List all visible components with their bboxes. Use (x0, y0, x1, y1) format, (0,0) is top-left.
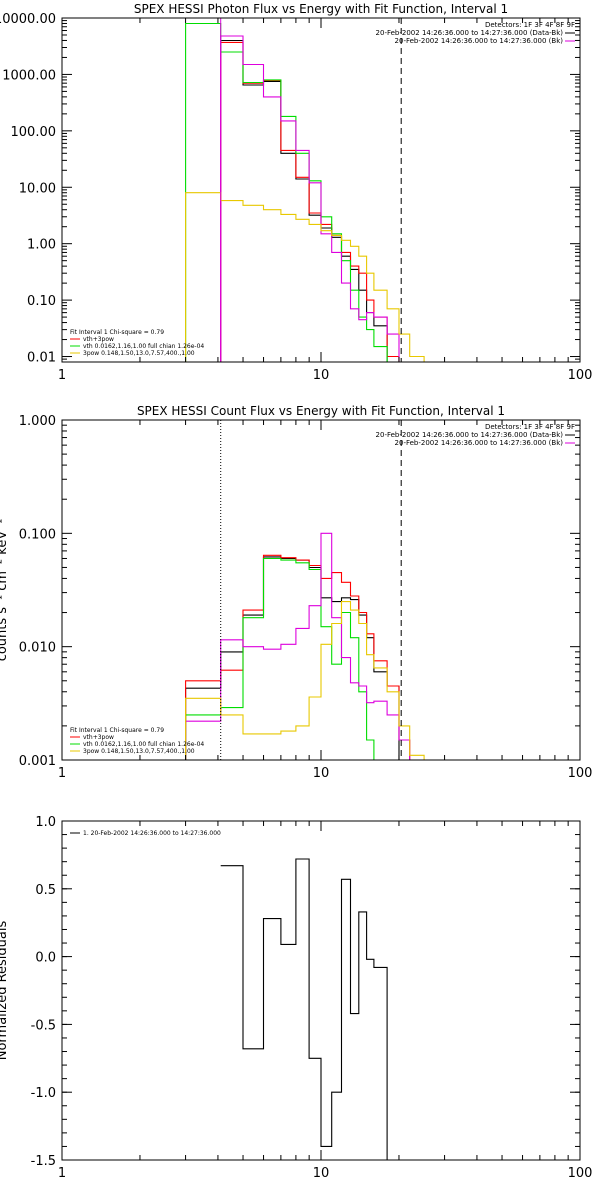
y-tick-label: 1000.00 (2, 68, 56, 83)
series-line-0 (220, 39, 388, 362)
y-axis-label: counts s⁻¹ cm⁻² keV⁻¹ (0, 519, 10, 662)
legend: 1. 20-Feb-2002 14:26:36.000 to 14:27:36.… (70, 830, 221, 837)
y-tick-label: 0.5 (35, 883, 56, 898)
series-line-0 (220, 858, 402, 1160)
chart-title: SPEX HESSI Count Flux vs Energy with Fit… (137, 404, 505, 418)
y-tick-label: 10.00 (19, 181, 56, 196)
y-tick-label: 1.0 (35, 815, 56, 830)
x-tick-label: 1 (58, 368, 66, 383)
legend-header: Fit Interval 1 Chi-square = 0.79 (70, 329, 164, 336)
time-range-note: 20-Feb-2002 14:26:36.000 to 14:27:36.000… (376, 431, 564, 439)
time-range-note: 20-Feb-2002 14:26:36.000 to 14:27:36.000… (376, 29, 564, 37)
y-axis-label: Normalized Residuals (0, 921, 10, 1061)
background-range-note: 20-Feb-2002 14:26:36.000 to 14:27:36.000… (395, 439, 564, 447)
series-line-3 (220, 35, 400, 362)
legend-entry: vth+3pow (83, 734, 114, 741)
legend-entry: vth+3pow (83, 336, 114, 343)
legend-entry: vth 0.0162,1.16,1.00 full chian 1.26e-04 (83, 741, 204, 748)
detectors-note: Detectors: 1F 3F 4F 8F 9F (485, 423, 575, 431)
y-tick-label: 10000.00 (0, 12, 56, 27)
y-tick-label: 100.00 (11, 125, 57, 140)
x-tick-label: 1 (58, 766, 66, 781)
series-line-2 (185, 557, 375, 760)
y-tick-label: 0.01 (27, 351, 56, 366)
y-tick-label: -1.0 (31, 1086, 56, 1101)
series-line-4 (185, 192, 425, 362)
legend-entry: vth 0.0162,1.16,1.00 full chian 1.26e-04 (83, 343, 204, 350)
x-tick-label: 10 (313, 1166, 330, 1181)
x-tick-label: 10 (313, 766, 330, 781)
detectors-note: Detectors: 1F 3F 4F 8F 9F (485, 21, 575, 29)
legend-entry: 1. 20-Feb-2002 14:26:36.000 to 14:27:36.… (83, 830, 221, 837)
series-group (185, 22, 425, 362)
photon-flux-panel: SPEX HESSI Photon Flux vs Energy with Fi… (0, 2, 592, 383)
x-tick-label: 10 (313, 368, 330, 383)
x-tick-label: 1 (58, 1166, 66, 1181)
legend: Fit Interval 1 Chi-square = 0.79vth+3pow… (70, 329, 204, 357)
series-line-4 (185, 601, 425, 760)
y-tick-label: 0.010 (19, 641, 56, 656)
y-tick-label: 1.000 (19, 414, 56, 429)
chart-title: SPEX HESSI Photon Flux vs Energy with Fi… (134, 2, 508, 16)
y-tick-label: 0.10 (27, 294, 56, 309)
y-tick-label: 1.00 (27, 238, 56, 253)
y-tick-label: -1.5 (31, 1154, 56, 1169)
x-tick-label: 100 (568, 766, 593, 781)
series-line-0 (185, 556, 400, 760)
legend-header: Fit Interval 1 Chi-square = 0.79 (70, 727, 164, 734)
series-group (220, 858, 402, 1160)
y-tick-label: -0.5 (31, 1018, 56, 1033)
x-tick-label: 100 (568, 368, 593, 383)
residuals-panel: 1 10 100 -1.5 -1.0 -0.5 0.0 0.5 1.0 Normalized Re… (0, 815, 592, 1181)
x-tick-label: 100 (568, 1166, 593, 1181)
y-tick-label: 0.0 (35, 951, 56, 966)
count-flux-panel: SPEX HESSI Count Flux vs Energy with Fit… (0, 404, 592, 781)
series-line-3 (185, 532, 411, 760)
y-tick-label: 0.100 (19, 527, 56, 542)
legend-entry: 3pow 0.148,1.50,13.0,7.57,400.,1.00 (83, 350, 195, 357)
series-line-1 (220, 41, 400, 362)
legend-entry: 3pow 0.148,1.50,13.0,7.57,400.,1.00 (83, 748, 195, 755)
background-range-note: 20-Feb-2002 14:26:36.000 to 14:27:36.000… (395, 37, 564, 45)
y-tick-label: 0.001 (19, 754, 56, 769)
series-line-1 (185, 554, 411, 760)
series-group (185, 532, 425, 760)
legend: Fit Interval 1 Chi-square = 0.79vth+3pow… (70, 727, 204, 755)
